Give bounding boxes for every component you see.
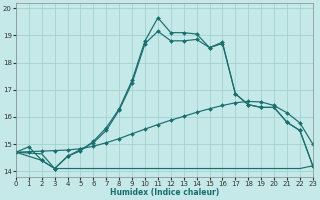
- X-axis label: Humidex (Indice chaleur): Humidex (Indice chaleur): [110, 188, 219, 197]
